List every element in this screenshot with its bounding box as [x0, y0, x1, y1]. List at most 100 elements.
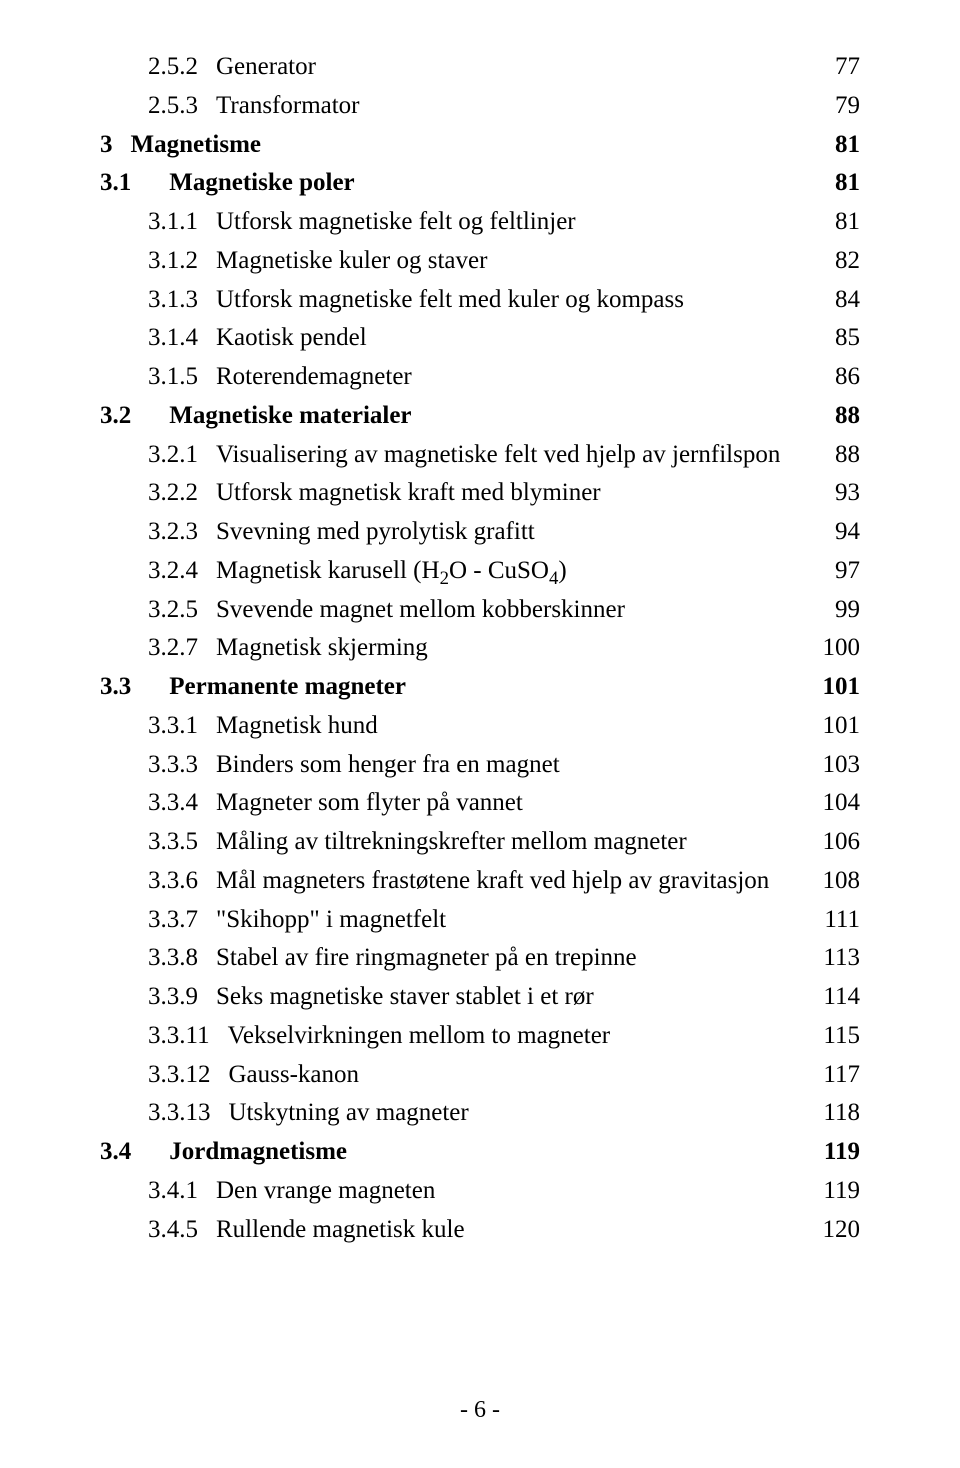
toc-page: 93	[810, 474, 860, 513]
table-of-contents: 2.5.2 Generator 77 2.5.3 Transformator 79 3 Mag…	[100, 48, 860, 1249]
toc-title: Vekselvirkningen mellom to magneter	[228, 1017, 611, 1056]
toc-page: 81	[810, 126, 860, 165]
toc-row: 3.4.5Rullende magnetisk kule120	[100, 1211, 860, 1250]
toc-title: Magnetisme	[131, 126, 262, 165]
toc-title: Magnetisk hund	[216, 707, 378, 746]
toc-row: 3.3.11Vekselvirkningen mellom to magnete…	[100, 1017, 860, 1056]
toc-title: Magnetiske kuler og staver	[216, 242, 487, 281]
toc-title: Generator	[216, 48, 316, 87]
toc-number: 3.1.1	[148, 203, 198, 242]
toc-number: 3.1.2	[148, 242, 198, 281]
toc-title: Magnetisk skjerming	[216, 629, 428, 668]
toc-page: 119	[810, 1172, 860, 1211]
toc-number: 2.5.2	[148, 48, 198, 87]
toc-title: Roterendemagneter	[216, 358, 412, 397]
toc-number: 3.2.5	[148, 591, 198, 630]
toc-row: 3.3.3Binders som henger fra en magnet103	[100, 746, 860, 785]
toc-row: 3.3.7 "Skihopp" i magnetfelt 111	[100, 901, 860, 940]
toc-title: Svevning med pyrolytisk grafitt	[216, 513, 535, 552]
toc-row: 3.1.2 Magnetiske kuler og staver 82	[100, 242, 860, 281]
toc-page: 114	[810, 978, 860, 1017]
toc-page: 88	[810, 436, 860, 475]
toc-number: 3.2.1	[148, 436, 198, 475]
toc-title: Utforsk magnetisk kraft med blyminer	[216, 474, 601, 513]
toc-number: 3.1.3	[148, 281, 198, 320]
toc-row: 3.2.2 Utforsk magnetisk kraft med blymine…	[100, 474, 860, 513]
toc-title: Binders som henger fra en magnet	[216, 746, 560, 785]
toc-page: 104	[810, 784, 860, 823]
toc-row: 3.3.1Magnetisk hund101	[100, 707, 860, 746]
toc-row: 3.1.4Kaotisk pendel85	[100, 319, 860, 358]
toc-page: 84	[810, 281, 860, 320]
toc-page: 119	[810, 1133, 860, 1172]
toc-number: 3.3.9	[148, 978, 198, 1017]
toc-row: 3.3Permanente magneter101	[100, 668, 860, 707]
toc-title: Magnetiske materialer	[169, 397, 411, 436]
toc-number: 3.3.3	[148, 746, 198, 785]
toc-title: Svevende magnet mellom kobberskinner	[216, 591, 625, 630]
toc-title: Utskytning av magneter	[229, 1094, 469, 1133]
toc-number: 3.3.7	[148, 901, 198, 940]
toc-page: 77	[810, 48, 860, 87]
toc-page: 111	[810, 901, 860, 940]
toc-page: 97	[810, 552, 860, 591]
toc-number: 3.2	[100, 397, 131, 436]
toc-page: 101	[810, 668, 860, 707]
toc-page: 82	[810, 242, 860, 281]
toc-row: 3.4Jordmagnetisme119	[100, 1133, 860, 1172]
toc-number: 2.5.3	[148, 87, 198, 126]
toc-number: 3.2.4	[148, 552, 198, 591]
toc-number: 3.4.1	[148, 1172, 198, 1211]
toc-title: Stabel av fire ringmagneter på en trepin…	[216, 939, 637, 978]
toc-row: 3.2.7 Magnetisk skjerming 100	[100, 629, 860, 668]
toc-title: Gauss-kanon	[229, 1056, 360, 1095]
toc-row: 3.3.6Mål magneters frastøtene kraft ved …	[100, 862, 860, 901]
toc-row: 3.2.1 Visualisering av magnetiske felt ve…	[100, 436, 860, 475]
toc-page: 81	[810, 164, 860, 203]
toc-page: 100	[810, 629, 860, 668]
toc-title: "Skihopp" i magnetfelt	[216, 901, 446, 940]
toc-number: 3.1	[100, 164, 131, 203]
toc-number: 3.2.2	[148, 474, 198, 513]
toc-title: Transformator	[216, 87, 360, 126]
toc-page: 108	[810, 862, 860, 901]
toc-row: 3.2.5 Svevende magnet mellom kobberskinne…	[100, 591, 860, 630]
page-container: 2.5.2 Generator 77 2.5.3 Transformator 79 3 Mag…	[0, 0, 960, 1468]
toc-number: 3.1.4	[148, 319, 198, 358]
toc-page: 88	[810, 397, 860, 436]
toc-page: 115	[810, 1017, 860, 1056]
toc-page: 86	[810, 358, 860, 397]
toc-title: Mål magneters frastøtene kraft ved hjelp…	[216, 862, 769, 901]
toc-row: 3.1.3 Utforsk magnetiske felt med kuler o…	[100, 281, 860, 320]
toc-page: 120	[810, 1211, 860, 1250]
toc-number: 3.2.7	[148, 629, 198, 668]
toc-title: Utforsk magnetiske felt med kuler og kom…	[216, 281, 684, 320]
toc-row: 3.1Magnetiske poler81	[100, 164, 860, 203]
toc-row: 3.4.1 Den vrange magneten 119	[100, 1172, 860, 1211]
toc-number: 3	[100, 126, 113, 165]
toc-row: 3.3.4Magneter som flyter på vannet104	[100, 784, 860, 823]
toc-number: 3.3	[100, 668, 131, 707]
toc-page: 94	[810, 513, 860, 552]
toc-row: 2.5.3 Transformator 79	[100, 87, 860, 126]
toc-page: 118	[810, 1094, 860, 1133]
toc-number: 3.1.5	[148, 358, 198, 397]
toc-title: Seks magnetiske staver stablet i et rør	[216, 978, 594, 1017]
toc-page: 79	[810, 87, 860, 126]
toc-number: 3.4.5	[148, 1211, 198, 1250]
toc-title: Visualisering av magnetiske felt ved hje…	[216, 436, 780, 475]
toc-page: 85	[810, 319, 860, 358]
toc-number: 3.3.8	[148, 939, 198, 978]
toc-title: Magnetisk karusell (H2O - CuSO4)	[216, 552, 567, 591]
toc-title: Den vrange magneten	[216, 1172, 435, 1211]
toc-title: Utforsk magnetiske felt og feltlinjer	[216, 203, 576, 242]
toc-page: 106	[810, 823, 860, 862]
toc-title: Måling av tiltrekningskrefter mellom mag…	[216, 823, 687, 862]
toc-row: 3.2 Magnetiske materialer 88	[100, 397, 860, 436]
toc-row: 3.2.3Svevning med pyrolytisk grafitt94	[100, 513, 860, 552]
toc-number: 3.3.5	[148, 823, 198, 862]
toc-row: 3.2.4 Magnetisk karusell (H2O - CuSO4) 97	[100, 552, 860, 591]
toc-row: 3.1.5 Roterendemagneter 86	[100, 358, 860, 397]
toc-title: Jordmagnetisme	[169, 1133, 347, 1172]
toc-row: 3.3.9 Seks magnetiske staver stablet i et…	[100, 978, 860, 1017]
